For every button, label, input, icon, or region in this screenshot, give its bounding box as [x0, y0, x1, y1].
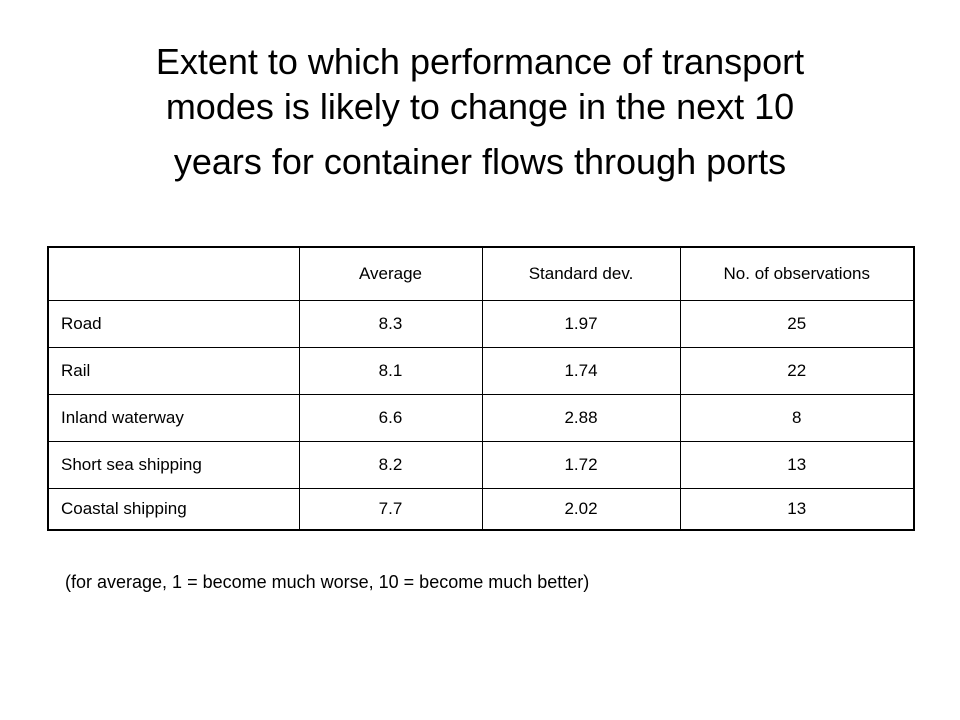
- table-row: Road 8.3 1.97 25: [47, 300, 915, 348]
- observations-cell: 22: [679, 347, 915, 395]
- table-row: Inland waterway 6.6 2.88 8: [47, 394, 915, 442]
- table-row: Rail 8.1 1.74 22: [47, 347, 915, 395]
- header-empty-cell: [47, 246, 300, 301]
- std-dev-cell: 1.97: [481, 300, 681, 348]
- average-cell: 7.7: [298, 488, 483, 531]
- average-cell: 8.3: [298, 300, 483, 348]
- observations-cell: 13: [679, 488, 915, 531]
- observations-cell: 13: [679, 441, 915, 489]
- mode-cell: Road: [47, 300, 300, 348]
- header-observations: No. of observations: [679, 246, 915, 301]
- title-line: modes is likely to change in the next 10: [165, 86, 795, 127]
- header-standard-dev: Standard dev.: [481, 246, 681, 301]
- title-line: Extent to which performance of transport: [155, 41, 805, 82]
- header-average: Average: [298, 246, 483, 301]
- observations-cell: 8: [679, 394, 915, 442]
- mode-cell: Coastal shipping: [47, 488, 300, 531]
- average-cell: 8.2: [298, 441, 483, 489]
- std-dev-cell: 2.88: [481, 394, 681, 442]
- mode-cell: Short sea shipping: [47, 441, 300, 489]
- std-dev-cell: 2.02: [481, 488, 681, 531]
- std-dev-cell: 1.72: [481, 441, 681, 489]
- title-line: years for container flows through ports: [173, 141, 787, 182]
- average-cell: 6.6: [298, 394, 483, 442]
- transport-modes-table: Average Standard dev. No. of observation…: [47, 246, 915, 531]
- table-row: Coastal shipping 7.7 2.02 13: [47, 488, 915, 531]
- observations-cell: 25: [679, 300, 915, 348]
- scale-footnote: (for average, 1 = become much worse, 10 …: [65, 572, 590, 592]
- mode-cell: Rail: [47, 347, 300, 395]
- average-cell: 8.1: [298, 347, 483, 395]
- std-dev-cell: 1.74: [481, 347, 681, 395]
- table-row: Short sea shipping 8.2 1.72 13: [47, 441, 915, 489]
- table-header-row: Average Standard dev. No. of observation…: [47, 246, 915, 301]
- mode-cell: Inland waterway: [47, 394, 300, 442]
- slide-title: Extent to which performance of transport…: [0, 44, 960, 189]
